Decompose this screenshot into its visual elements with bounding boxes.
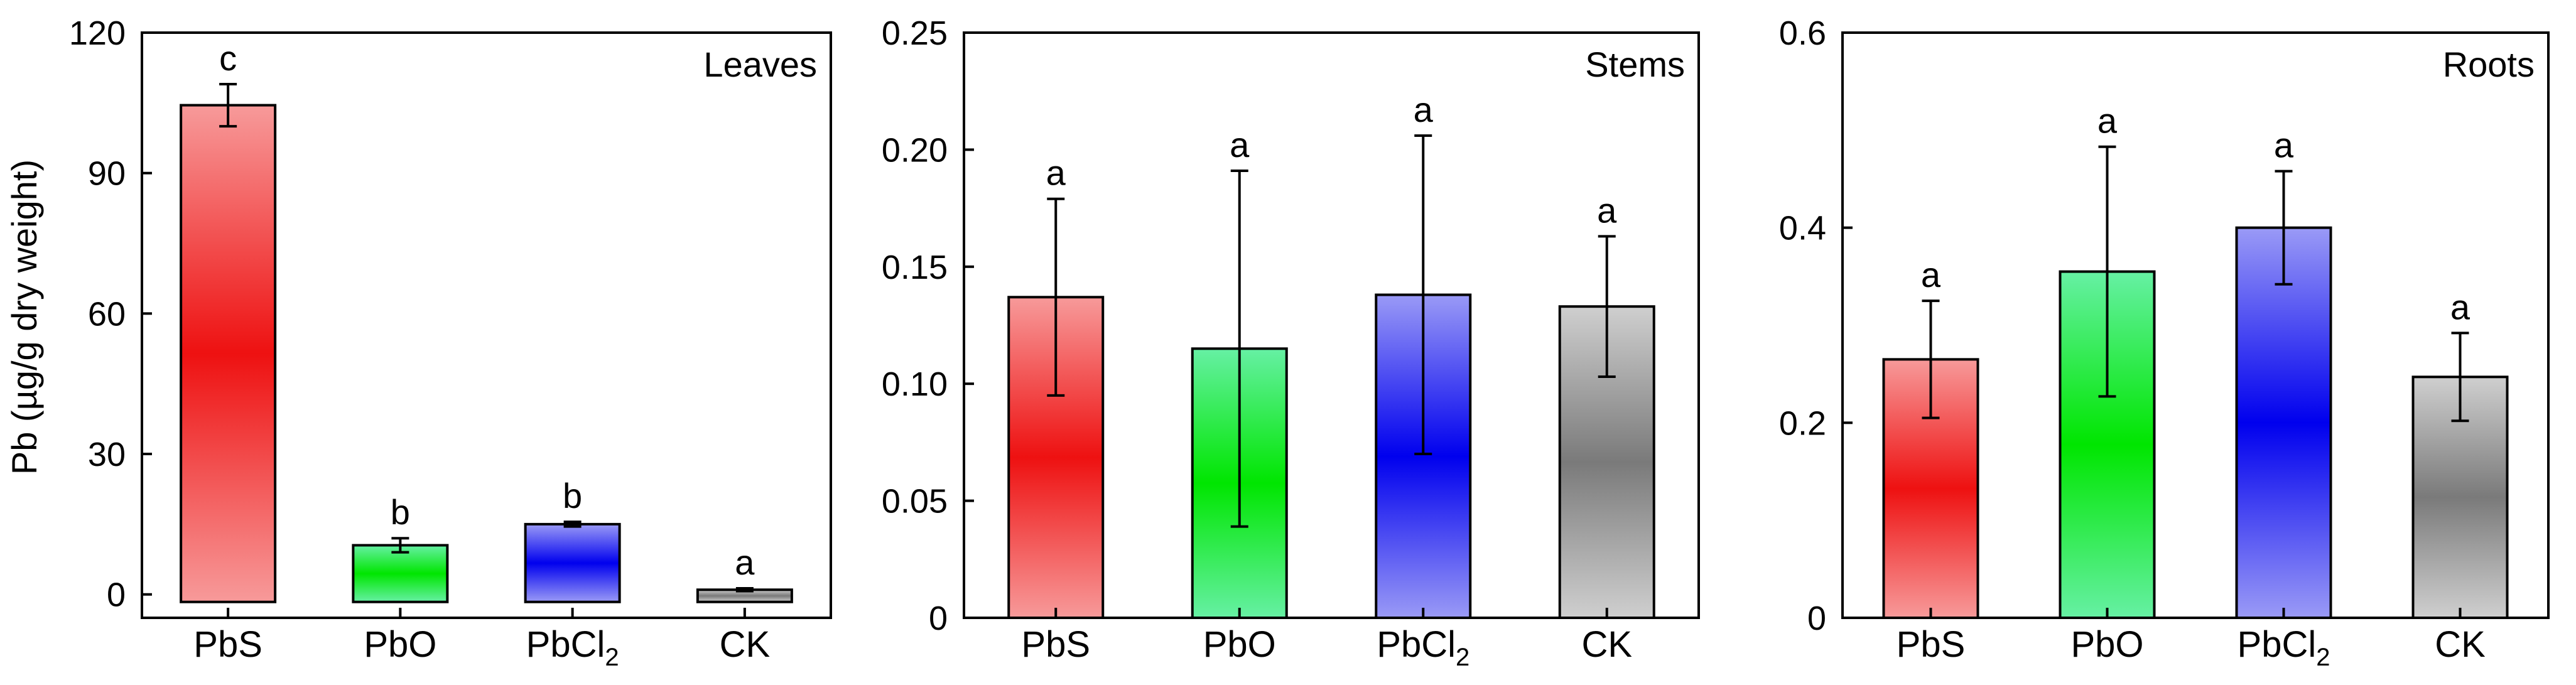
x-category-label: PbO (364, 624, 436, 665)
y-tick-label: 120 (69, 14, 126, 52)
panel-title: Leaves (703, 45, 817, 84)
y-tick-label: 0.05 (882, 483, 948, 520)
x-category-label: CK (720, 624, 771, 665)
significance-letter: a (1921, 255, 1941, 294)
y-tick-label: 0 (929, 600, 948, 637)
chart-panel-stems: 0 0.05 0.10 0.15 0.20 0.25 Stems a PbS a PbO a PbCl2… (882, 14, 1700, 671)
y-tick-label: 0.10 (882, 365, 948, 403)
panel-title: Roots (2443, 45, 2535, 84)
chart-panel-leaves: 0 30 60 90 120 Leaves c PbS b PbO b PbCl2 a CK (69, 14, 832, 671)
chart-panel-roots: 0 0.2 0.4 0.6 Roots a PbS a PbO a PbCl2 a CK (1779, 14, 2550, 671)
plot-frame (141, 31, 832, 619)
x-category-label: PbO (1203, 624, 1276, 665)
significance-letter: a (735, 542, 755, 582)
significance-letter: c (219, 38, 237, 78)
x-category-label: PbS (1021, 624, 1090, 665)
significance-letter: b (563, 476, 582, 515)
x-category-label: PbS (1897, 624, 1966, 665)
y-tick-label: 0.4 (1779, 210, 1826, 247)
x-category-label: CK (2435, 624, 2486, 665)
bar-pbo (352, 544, 449, 603)
significance-letter: a (2450, 287, 2470, 326)
bar-pbs (180, 104, 277, 603)
y-tick-label: 0.2 (1779, 404, 1826, 442)
y-tick-label: 0 (1807, 600, 1826, 637)
significance-letter: a (1597, 190, 1617, 230)
bar-pbcl2 (524, 522, 621, 603)
y-tick-label: 0.15 (882, 249, 948, 286)
x-category-label: PbS (193, 624, 262, 665)
significance-letter: a (2097, 101, 2118, 141)
y-tick-label: 90 (88, 155, 126, 193)
plot-frame (963, 31, 1700, 619)
y-tick-label: 60 (88, 295, 126, 333)
significance-letter: a (1046, 153, 1066, 193)
plot-frame (1841, 31, 2550, 619)
x-category-label: PbCl2 (526, 624, 619, 671)
y-tick-label: 0.6 (1779, 14, 1826, 52)
significance-letter: b (391, 492, 410, 532)
bar-pbcl2 (2235, 226, 2332, 619)
x-category-label: PbCl2 (2238, 624, 2330, 671)
y-tick-label: 0.25 (882, 14, 948, 52)
y-axis-title: Pb (µg/g dry weight) (4, 159, 44, 475)
significance-letter: a (1414, 90, 1434, 129)
y-tick-label: 0.20 (882, 131, 948, 169)
x-category-label: PbO (2070, 624, 2143, 665)
y-tick-label: 0 (107, 576, 126, 614)
x-category-label: CK (1581, 624, 1632, 665)
significance-letter: a (1230, 125, 1250, 165)
panel-title: Stems (1585, 45, 1685, 84)
significance-letter: a (2274, 126, 2294, 165)
y-tick-label: 30 (88, 436, 126, 473)
x-category-label: PbCl2 (1377, 624, 1469, 671)
panels: 0 30 60 90 120 Leaves c PbS b PbO b PbCl2 a CK 0 0.05 0.… (69, 14, 2550, 671)
